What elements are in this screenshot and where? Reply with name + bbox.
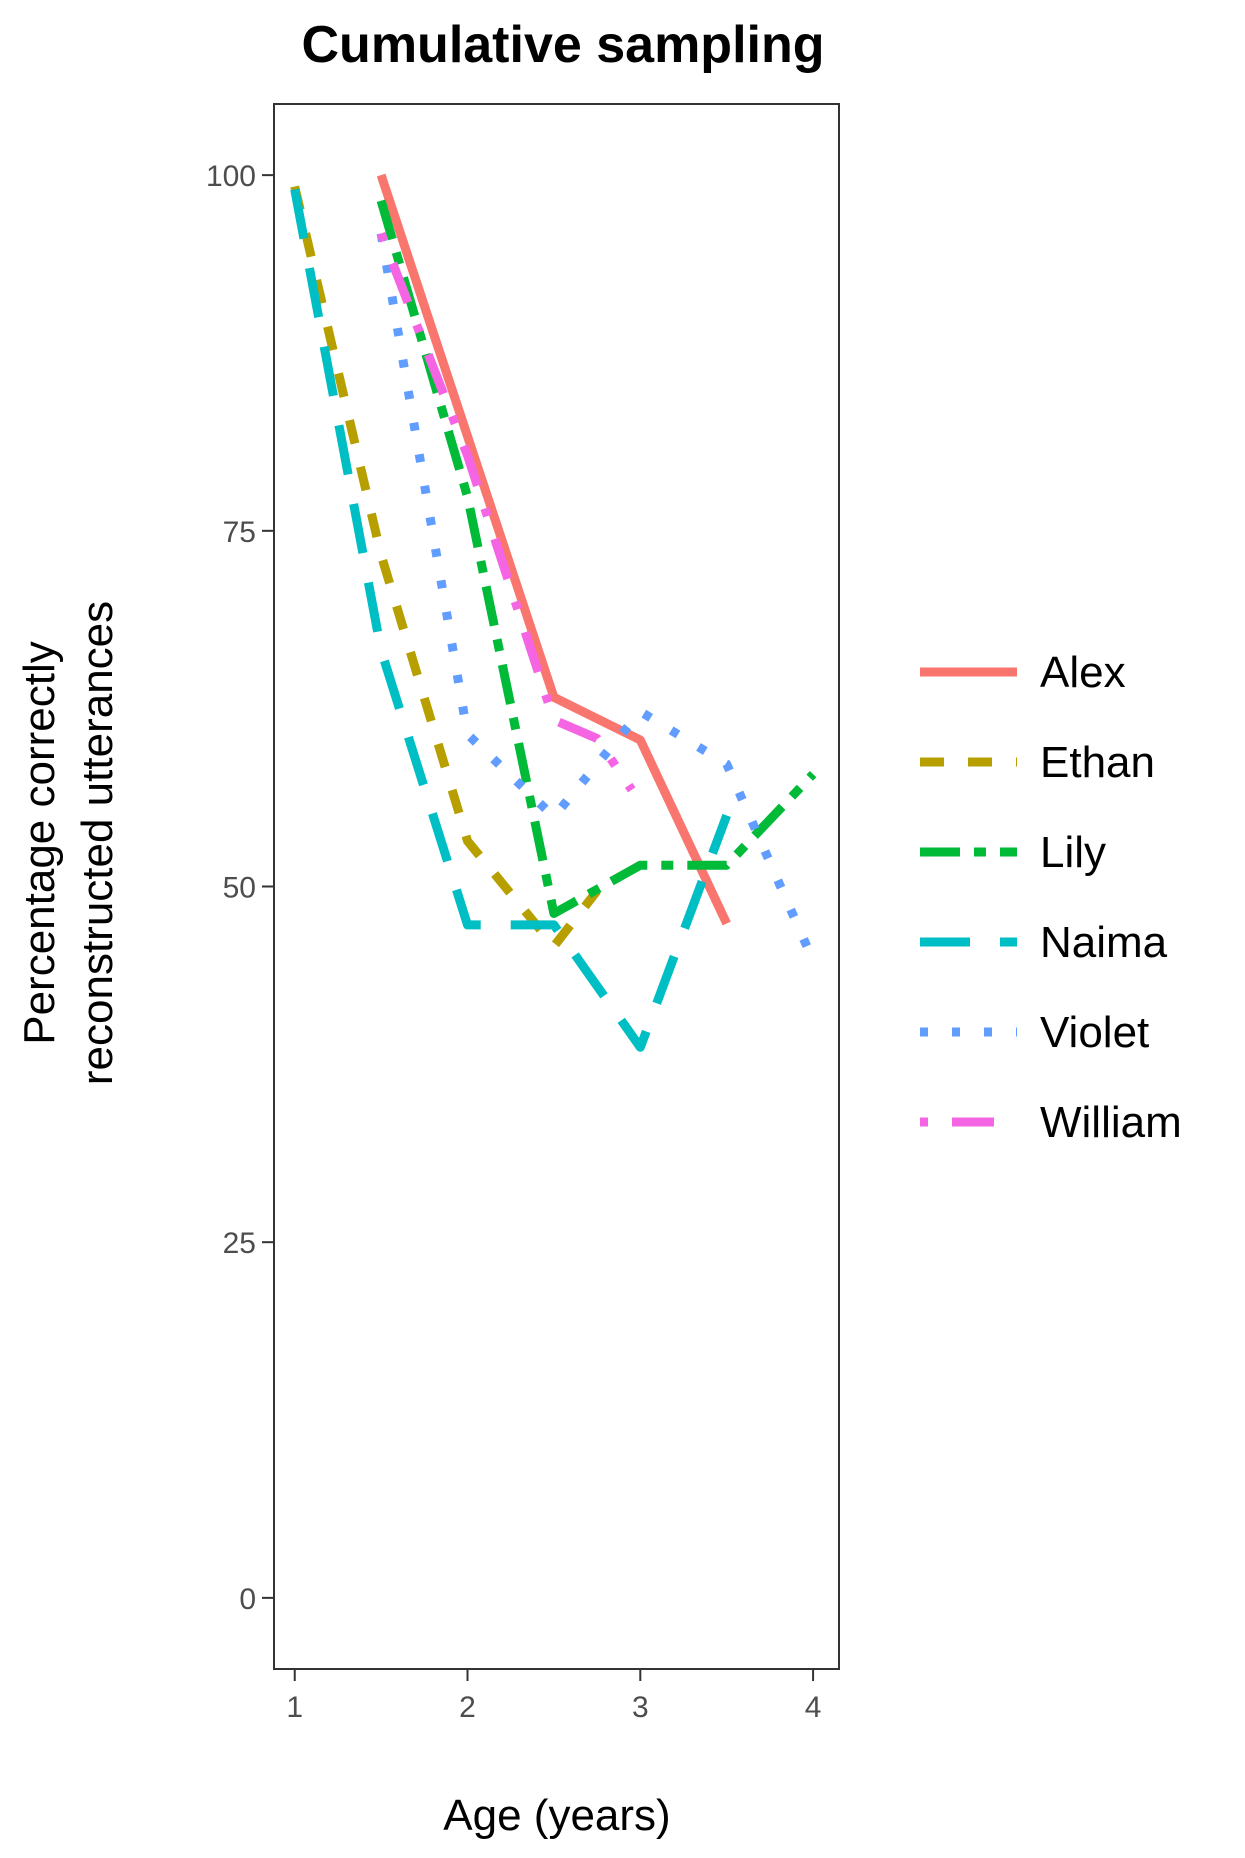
series-line-lily [376,199,817,918]
plot-panel-border [273,103,840,1670]
legend: Alex Ethan Lily Naima Violet William [920,648,1182,1147]
y-tick-label: 50 [223,872,256,905]
y-axis-label: Percentage correctly reconstructed utter… [15,601,122,1085]
series-line-ethan [290,185,601,951]
y-tick-label: 75 [223,516,256,549]
x-tick-label: 4 [805,1691,822,1724]
y-tick-label: 25 [223,1227,256,1260]
legend-label-naima: Naima [1040,918,1168,967]
y-axis-label-line-1: Percentage correctly [15,641,64,1045]
series-line-violet [376,232,818,963]
legend-label-violet: Violet [1040,1008,1149,1057]
x-axis: 1 2 3 4 [286,1669,821,1724]
x-axis-label: Age (years) [443,1791,670,1840]
series-layer [290,173,818,1052]
legend-label-alex: Alex [1040,648,1126,697]
y-tick-label: 100 [206,160,256,193]
legend-label-lily: Lily [1040,828,1106,877]
x-tick-label: 1 [286,1691,303,1724]
y-axis-label-line-2: reconstructed utterances [73,601,122,1085]
x-tick-label: 2 [459,1691,476,1724]
chart-title: Cumulative sampling [302,16,825,74]
legend-label-ethan: Ethan [1040,738,1155,787]
series-line-naima [290,188,731,1052]
y-tick-label: 0 [239,1583,256,1616]
series-line-william [376,231,636,793]
series-line-alex [376,173,731,926]
legend-label-william: William [1040,1098,1182,1147]
x-tick-label: 3 [632,1691,649,1724]
y-axis: 0 25 50 75 100 [206,160,274,1616]
